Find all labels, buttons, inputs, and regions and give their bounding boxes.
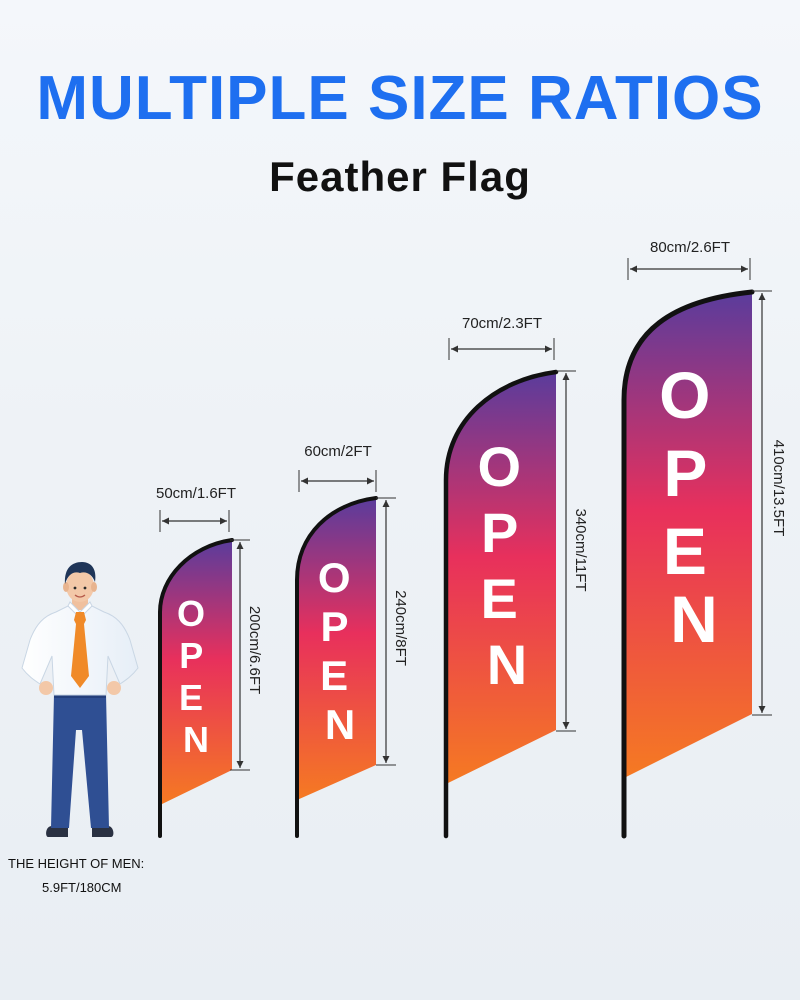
person-ear-left (63, 582, 69, 592)
subheadline: Feather Flag (269, 153, 531, 200)
person-smile (74, 594, 86, 598)
person-hair (64, 562, 96, 584)
flag-xlarge-width-dimension: 80cm/2.6FT (627, 239, 751, 280)
flag-xlarge-label: O P E N (659, 358, 729, 656)
person-right-hand (107, 681, 121, 695)
flag-small-label: O P E N (177, 593, 215, 760)
person-right-shoe (92, 826, 114, 837)
flag-small-height-label: 200cm/6.6FT (246, 606, 263, 694)
flag-medium-height-dimension: 240cm/8FT (376, 497, 409, 766)
flag-large: O P E N 70cm/2.3FT 340cm/11FT (443, 315, 589, 839)
flag-xlarge-height-dimension: 410cm/13.5FT (752, 290, 787, 716)
person-eye-left (73, 586, 77, 590)
flag-large-width-dimension: 70cm/2.3FT (448, 315, 555, 360)
person-head (66, 570, 94, 602)
flag-small-width-dimension: 50cm/1.6FT (156, 485, 236, 532)
flag-xlarge-width-label: 80cm/2.6FT (650, 239, 730, 256)
flag-xlarge: O P E N 80cm/2.6FT 410cm/13.5FT (621, 239, 787, 839)
person-illustration (21, 562, 139, 837)
person-ear-right (91, 582, 97, 592)
flag-large-height-dimension: 340cm/11FT (556, 370, 589, 732)
flag-medium-width-dimension: 60cm/2FT (298, 443, 377, 492)
flag-medium-width-label: 60cm/2FT (304, 443, 372, 460)
person-trousers (51, 694, 109, 828)
person-left-shoe (46, 826, 68, 837)
flag-medium: O P E N 60cm/2FT 240cm/8FT (295, 443, 409, 838)
flag-large-label: O P E N (477, 435, 536, 696)
flag-small: O P E N 50cm/1.6FT 200cm/6.6 (156, 485, 263, 838)
flag-medium-height-label: 240cm/8FT (392, 590, 409, 666)
headline: MULTIPLE SIZE RATIOS (36, 64, 764, 133)
flag-small-height-dimension: 200cm/6.6FT (230, 539, 263, 771)
flag-xlarge-banner (624, 292, 752, 778)
person-eye-right (83, 586, 87, 590)
flag-small-width-label: 50cm/1.6FT (156, 485, 236, 502)
flag-xlarge-height-label: 410cm/13.5FT (770, 440, 787, 537)
person-caption-line1: THE HEIGHT OF MEN: (8, 856, 145, 871)
flag-small-pole (158, 538, 234, 838)
flag-large-height-label: 340cm/11FT (572, 508, 589, 591)
person-caption-line2: 5.9FT/180CM (42, 880, 122, 895)
flag-large-pole (443, 369, 559, 839)
flag-medium-pole (295, 496, 378, 838)
flag-large-banner (446, 372, 556, 784)
flag-medium-label: O P E N (318, 554, 362, 748)
flag-medium-banner (297, 498, 376, 800)
flag-large-width-label: 70cm/2.3FT (462, 315, 542, 332)
flag-small-banner (160, 540, 232, 805)
person-left-hand (39, 681, 53, 695)
person-tie (71, 612, 89, 688)
person-height-caption: THE HEIGHT OF MEN: 5.9FT/180CM (8, 852, 178, 900)
flag-xlarge-pole (621, 289, 755, 839)
